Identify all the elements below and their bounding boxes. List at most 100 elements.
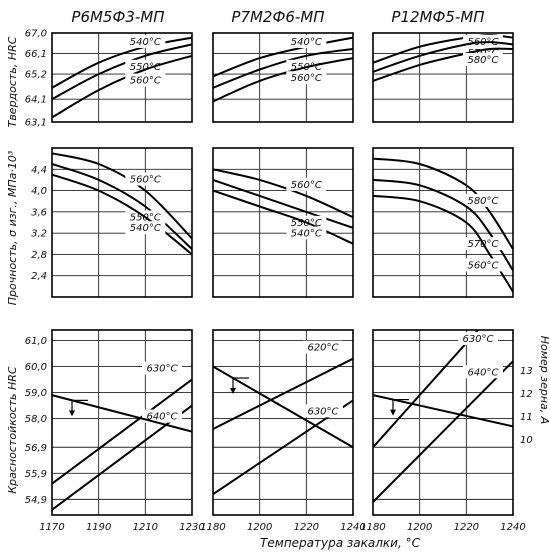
panel-frame [372,147,514,298]
panel-frame [372,329,514,516]
y-tick-label: 59,0 [25,388,47,399]
right-y-tick-label: 13 [520,366,533,377]
series-label: 540°C [291,37,322,48]
series-line-560c [51,152,193,240]
y-tick-label: 58,0 [25,414,47,425]
y-tick-label: 54,9 [25,495,47,506]
y-tick-label: 4,0 [31,186,47,197]
grain-arrow-head [69,410,75,417]
right-y-tick-label: 11 [520,412,533,423]
x-tick-label: 1220 [454,522,479,533]
series-line-540c [212,189,354,245]
y-tick-label: 2,4 [31,271,47,282]
series-label-bg [463,193,503,207]
y-tick-label: 3,6 [31,207,47,218]
series-line-560c [212,168,354,219]
series-line-560c [212,57,354,103]
column-title-2: Р7М2Ф6-МП [231,8,324,26]
series-label-bg [125,73,166,87]
panel-frame [51,147,193,298]
y-tick-label: 4,4 [31,165,47,176]
panel-frame [51,329,193,516]
y-tick-label: 3,2 [31,229,47,240]
series-label: 560°C [130,175,161,186]
panel-frame [212,329,354,516]
y-tick-label: 60,0 [25,362,47,373]
series-line-620c [212,357,354,430]
series-label: 560°C [467,260,498,271]
x-tick-label: 1240 [340,522,365,533]
series-label-bg [463,52,503,66]
panel-r3-c2: 1180 1200 1220 1240 620°C 630°C [200,329,366,533]
series-label-bg [125,59,166,73]
panel-frame [212,32,354,123]
x-tick-label: 1170 [39,522,64,533]
series-label-bg [286,226,327,240]
series-label-bg [303,404,343,418]
column-title-1: Р6М5Ф3-МП [71,8,164,26]
x-tick-label: 1200 [407,522,432,533]
y-tick-label: 56,9 [25,443,47,454]
series-label: 540°C [291,229,322,240]
series-line-580c [372,157,514,250]
panel-frame [51,32,193,123]
grain-arrow-head [230,388,236,395]
x-tick-label: 1180 [360,522,385,533]
series-label: 560°C [130,76,161,87]
series-label: 540°C [130,37,161,48]
series-label: 580°C [467,196,498,207]
y-tick-label: 63,1 [25,118,47,129]
series-line-630c [372,329,479,448]
panel-r3-c1: 61,0 60,0 59,0 58,0 56,9 55,9 54,9 1170 1190 1210… [25,329,205,533]
series-line-550c [51,163,193,250]
series-label: 630°C [146,364,177,375]
series-line-grain-size [51,394,193,433]
panel-r1-c1: 67,0 66,1 65,2 64,1 63,1 540°C 550°C 560°C [25,29,193,129]
x-tick-label: 1190 [86,522,111,533]
series-label: 560°C [291,73,322,84]
series-line-540c [51,173,193,256]
y-tick-label: 55,9 [25,469,47,480]
series-label: 630°C [462,334,493,345]
column-title-3: Р12МФ5-МП [391,8,484,26]
series-line-grain-size [212,365,354,449]
series-label: 640°C [146,412,177,423]
series-label: 540°C [130,223,161,234]
y-tick-label: 64,1 [25,95,47,106]
x-tick-label: 1200 [247,522,272,533]
series-label: 560°C [291,180,322,191]
row-ylabel-1: Твердость, HRC [6,36,19,127]
x-tick-label: 1230 [179,522,204,533]
series-label-bg [125,221,166,235]
series-label-bg [463,365,503,379]
series-line-grain-size [372,394,514,428]
series-line-560c [51,54,193,119]
series-line-540c [51,36,193,89]
series-label-bg [125,35,166,48]
right-y-tick-label: 12 [520,389,533,400]
series-label-bg [125,172,166,186]
series-line-630c [51,378,193,485]
series-label-bg [458,332,498,345]
panels-group: 67,066,165,264,163,1540°C550°C560°C540°C… [25,29,533,534]
right-y-tick-label: 10 [520,435,533,446]
series-label-bg [286,35,327,48]
x-tick-label: 1240 [500,522,525,533]
series-label: 620°C [307,343,338,354]
series-label-bg [142,409,182,423]
panel-r3-c3: 1180 1200 1220 1240 630°C 640°C 10 11 12 13 [360,329,533,533]
x-axis-label: Температура закалки, °C [260,536,421,550]
series-line-540c [212,36,354,78]
series-label: 640°C [467,367,498,378]
x-tick-label: 1220 [294,522,319,533]
y-tick-label: 67,0 [25,29,47,40]
right-ylabel: Номер зерна, А [538,336,550,425]
x-tick-label: 1210 [133,522,158,533]
series-line-570c [372,41,514,73]
